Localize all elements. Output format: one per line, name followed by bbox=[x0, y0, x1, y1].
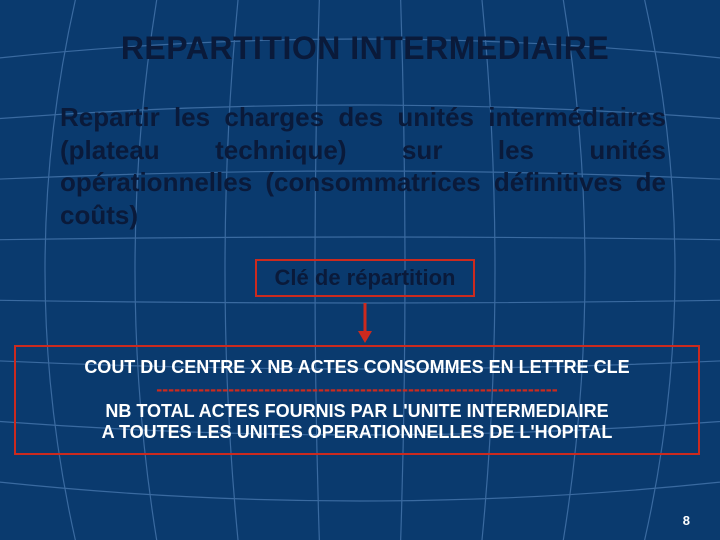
page-number: 8 bbox=[683, 513, 690, 528]
formula-box: COUT DU CENTRE X NB ACTES CONSOMMES EN L… bbox=[14, 345, 700, 455]
formula-denominator-2: A TOUTES LES UNITES OPERATIONNELLES DE L… bbox=[16, 422, 698, 443]
body-paragraph: Repartir les charges des unités interméd… bbox=[60, 101, 666, 231]
down-arrow-icon bbox=[355, 303, 375, 343]
formula-numerator: COUT DU CENTRE X NB ACTES CONSOMMES EN L… bbox=[16, 357, 698, 378]
formula-denominator-1: NB TOTAL ACTES FOURNIS PAR L'UNITE INTER… bbox=[16, 401, 698, 422]
formula-divider: ----------------------------------------… bbox=[16, 379, 698, 400]
slide-title: REPARTITION INTERMEDIAIRE bbox=[60, 30, 670, 67]
key-label-box: Clé de répartition bbox=[255, 259, 476, 297]
slide-content: REPARTITION INTERMEDIAIRE Repartir les c… bbox=[0, 0, 720, 540]
